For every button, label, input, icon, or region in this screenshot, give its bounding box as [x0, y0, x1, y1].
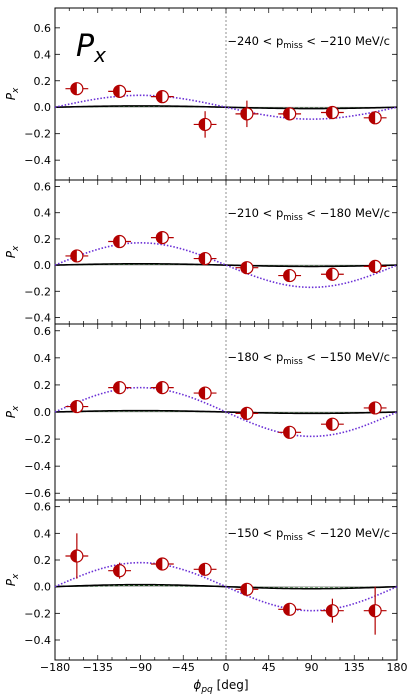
data-point-half	[156, 558, 163, 570]
y-tick-label: 0.2	[34, 554, 52, 567]
panel-1: −0.4 −0.2 0.0 0.2 0.4 0.6 Px −240 < pmiss < −21…	[4, 7, 398, 181]
x-tick-label: 0	[223, 661, 230, 674]
data-point-half	[199, 252, 206, 265]
y-tick-label: 0.4	[34, 207, 52, 220]
data-point-half	[283, 603, 290, 616]
y-tick-label: 0.0	[34, 406, 52, 419]
y-tick-label: −0.2	[24, 433, 51, 446]
y-tick-label: 0.6	[34, 22, 52, 35]
data-point-half	[70, 550, 77, 562]
y-tick-label: −0.4	[24, 460, 51, 473]
y-tick-label: −0.4	[24, 311, 51, 324]
data-point-half	[199, 118, 206, 131]
range-label: −150 < pmiss < −120 MeV/c	[227, 526, 390, 543]
data-point-half	[113, 235, 120, 248]
y-tick-label: 0.4	[34, 352, 52, 365]
x-tick-label: −135	[83, 661, 113, 674]
y-axis-label: Px	[4, 245, 21, 258]
data-point-half	[156, 90, 163, 103]
y-tick-label: 0.2	[34, 379, 52, 392]
panel-3: −0.6 −0.4 −0.2 0.0 0.2 0.4 0.6 Px −180 < pmiss <…	[4, 323, 398, 501]
data-point-half	[326, 268, 333, 281]
y-tick-label: 0.2	[34, 75, 52, 88]
data-point-half	[283, 107, 290, 120]
y-tick-label: 0.6	[34, 181, 52, 194]
x-tick-label: 135	[344, 661, 365, 674]
range-label: −180 < pmiss < −150 MeV/c	[227, 350, 390, 367]
y-tick-label: −0.4	[24, 154, 51, 167]
data-point-half	[369, 401, 376, 414]
x-tick-label: −180	[40, 661, 70, 674]
y-tick-label: 0.2	[34, 233, 52, 246]
x-tick-label: 45	[262, 661, 276, 674]
data-point-half	[369, 604, 376, 617]
data-point-half	[326, 604, 333, 617]
fit-curve	[54, 386, 398, 438]
data-point-half	[113, 564, 120, 577]
model-curve	[54, 262, 398, 268]
data-point-half	[369, 260, 376, 273]
data-point-half	[70, 82, 77, 95]
data-point-half	[283, 426, 290, 439]
data-point-half	[199, 387, 206, 400]
data-point-half	[283, 269, 290, 282]
y-tick-label: 0.0	[34, 101, 52, 114]
panels: −0.4 −0.2 0.0 0.2 0.4 0.6 Px −240 < pmiss < −21…	[4, 7, 398, 661]
y-tick-label: 0.4	[34, 527, 52, 540]
range-label: −240 < pmiss < −210 MeV/c	[227, 34, 390, 51]
x-tick-label: 180	[387, 661, 408, 674]
fit-curve	[54, 94, 398, 120]
y-tick-label: −0.2	[24, 128, 51, 141]
x-tick-label: −45	[172, 661, 195, 674]
x-tick-label: 90	[305, 661, 319, 674]
data-point-half	[369, 111, 376, 124]
data-point-half	[240, 407, 247, 420]
x-axis-label: ϕpq [deg]	[193, 678, 248, 695]
y-tick-label: −0.4	[24, 634, 51, 647]
data-point-half	[156, 381, 163, 394]
panel-4: −0.4 −0.2 0.0 0.2 0.4 0.6 Px −150 < pmiss < −12…	[4, 499, 398, 661]
data-point-half	[70, 249, 77, 262]
fit-curve	[54, 561, 398, 612]
y-tick-label: 0.0	[34, 259, 52, 272]
y-tick-label: −0.2	[24, 607, 51, 620]
y-axis-label: Px	[4, 87, 21, 100]
data-point-half	[326, 106, 333, 119]
data-point-half	[240, 583, 247, 596]
y-tick-label: 0.6	[34, 501, 52, 514]
range-label: −210 < pmiss < −180 MeV/c	[227, 206, 390, 223]
data-point-half	[240, 107, 247, 120]
x-axis: −180 −135 −90 −45 0 45 90 135 180	[40, 661, 408, 674]
data-point-half	[240, 261, 247, 274]
x-tick-label: −90	[129, 661, 152, 674]
data-point-half	[326, 418, 333, 431]
data-point-half	[113, 85, 120, 98]
data-point-half	[199, 563, 206, 576]
y-tick-label: 0.0	[34, 581, 52, 594]
fit-curve	[54, 242, 398, 289]
y-axis-label: Px	[4, 405, 21, 418]
y-tick-label: 0.4	[34, 48, 52, 61]
data-point-half	[70, 400, 77, 413]
y-tick-label: −0.2	[24, 285, 51, 298]
panel-label: Px	[76, 29, 106, 67]
data-point-half	[156, 231, 163, 244]
y-tick-label: −0.6	[24, 487, 51, 500]
panel-2: −0.4 −0.2 0.0 0.2 0.4 0.6 Px −210 < pmiss < −18…	[4, 179, 398, 325]
y-axis-label: Px	[4, 573, 21, 586]
y-tick-label: 0.6	[34, 325, 52, 338]
data-point-half	[113, 381, 120, 394]
